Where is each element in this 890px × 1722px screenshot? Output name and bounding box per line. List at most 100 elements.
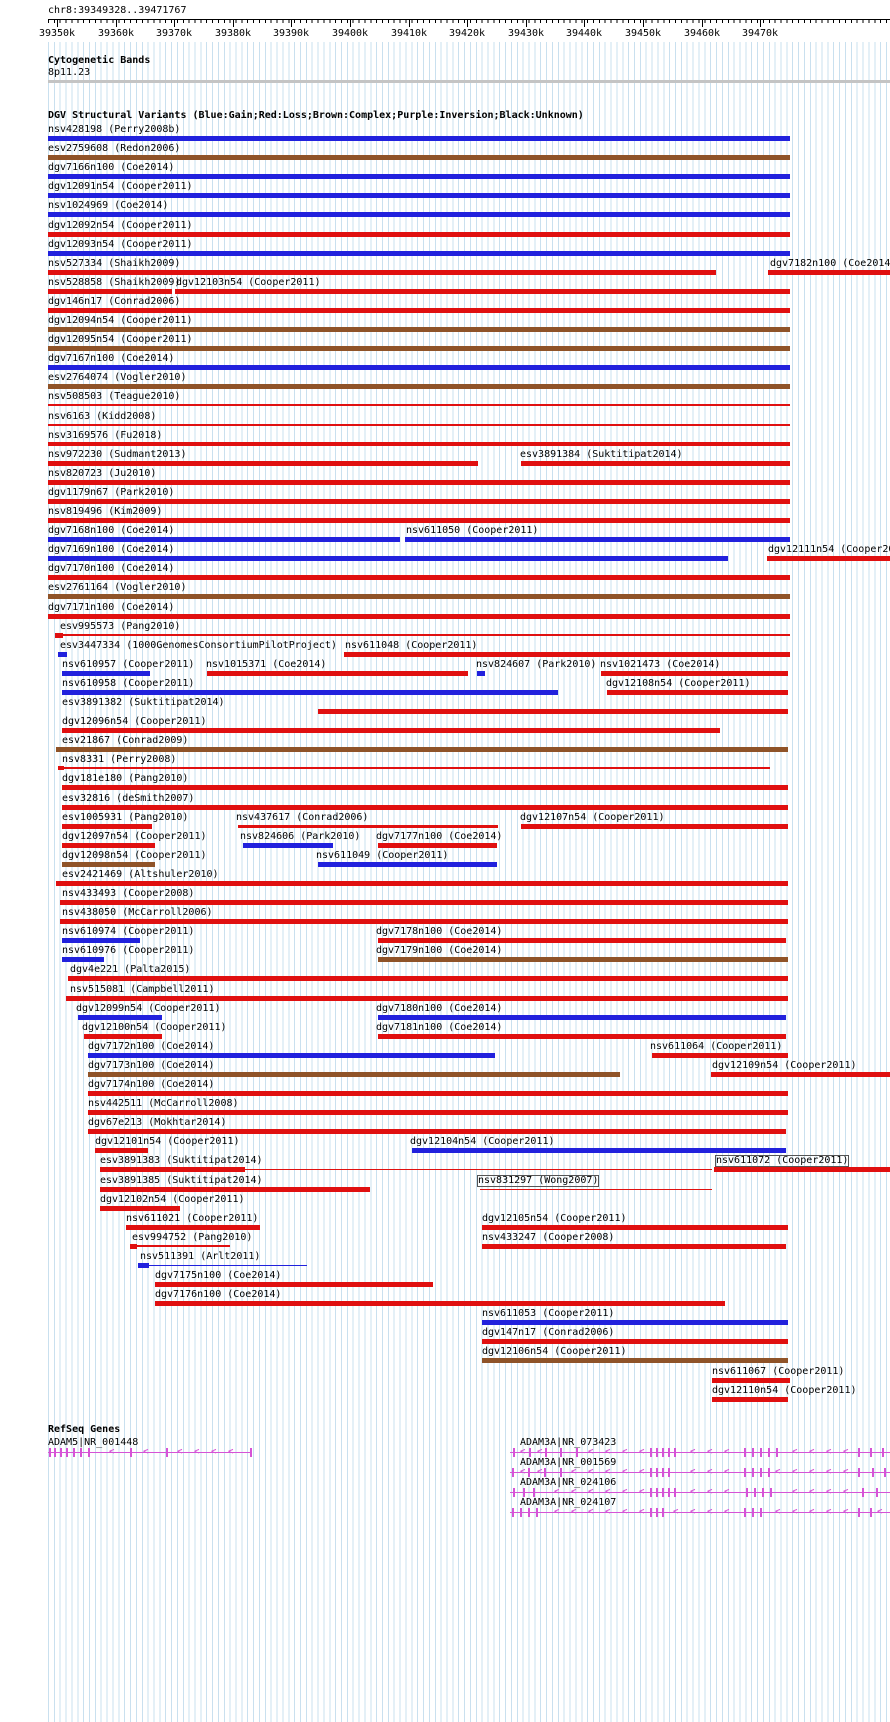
variant-bar[interactable]: [62, 785, 788, 790]
variant-bar[interactable]: [378, 1015, 786, 1020]
variant-label[interactable]: dgv12095n54 (Cooper2011): [48, 334, 193, 345]
gene-exon-tick[interactable]: [520, 1508, 522, 1517]
variant-bar[interactable]: [48, 556, 728, 561]
variant-bar[interactable]: [712, 1378, 790, 1383]
gene-exon-tick[interactable]: [760, 1448, 762, 1457]
gene-exon-tick[interactable]: [662, 1468, 664, 1477]
gene-exon-tick[interactable]: [576, 1448, 578, 1457]
variant-bar[interactable]: [344, 652, 790, 657]
variant-bar[interactable]: [56, 747, 788, 752]
variant-label[interactable]: dgv7167n100 (Coe2014): [48, 353, 175, 364]
variant-bar[interactable]: [405, 537, 790, 542]
variant-label[interactable]: dgv12104n54 (Cooper2011): [410, 1136, 555, 1147]
variant-bar[interactable]: [48, 232, 790, 237]
variant-label[interactable]: nsv611053 (Cooper2011): [482, 1308, 615, 1319]
variant-bar[interactable]: [378, 938, 786, 943]
variant-label[interactable]: esv994752 (Pang2010): [132, 1232, 253, 1243]
gene-exon-tick[interactable]: [650, 1488, 652, 1497]
variant-bar[interactable]: [48, 251, 790, 256]
variant-bar[interactable]: [48, 480, 790, 485]
variant-bar[interactable]: [48, 537, 400, 542]
variant-label[interactable]: dgv67e213 (Mokhtar2014): [88, 1117, 227, 1128]
variant-label[interactable]: dgv12098n54 (Cooper2011): [62, 850, 207, 861]
variant-bar[interactable]: [601, 671, 788, 676]
variant-label[interactable]: dgv4e221 (Palta2015): [70, 964, 191, 975]
variant-bar[interactable]: [62, 671, 150, 676]
variant-bar[interactable]: [378, 1034, 786, 1039]
gene-exon-tick[interactable]: [513, 1488, 515, 1497]
variant-bar[interactable]: [84, 1034, 162, 1039]
variant-bar[interactable]: [378, 957, 788, 962]
variant-bar[interactable]: [138, 1263, 149, 1268]
variant-label[interactable]: nsv6163 (Kidd2008): [48, 411, 157, 422]
gene-exon-tick[interactable]: [662, 1508, 664, 1517]
gene-exon-tick[interactable]: [536, 1508, 538, 1517]
gene-label[interactable]: ADAM5|NR_001448: [48, 1437, 139, 1448]
gene-exon-tick[interactable]: [752, 1448, 754, 1457]
variant-label[interactable]: esv2761164 (Vogler2010): [48, 582, 187, 593]
gene-exon-tick[interactable]: [744, 1448, 746, 1457]
variant-label[interactable]: nsv611064 (Cooper2011): [650, 1041, 783, 1052]
variant-bar[interactable]: [245, 1169, 712, 1170]
variant-label[interactable]: nsv611072 (Cooper2011): [714, 1155, 850, 1167]
gene-exon-tick[interactable]: [560, 1448, 562, 1457]
variant-bar[interactable]: [48, 384, 790, 389]
variant-bar[interactable]: [137, 1245, 230, 1247]
variant-bar[interactable]: [482, 1320, 788, 1325]
gene-exon-tick[interactable]: [545, 1448, 547, 1457]
variant-bar[interactable]: [60, 900, 788, 905]
variant-bar[interactable]: [652, 1053, 788, 1058]
gene-exon-tick[interactable]: [513, 1448, 515, 1457]
gene-exon-tick[interactable]: [166, 1448, 168, 1457]
variant-bar[interactable]: [60, 919, 788, 924]
variant-bar[interactable]: [100, 1167, 245, 1172]
variant-bar[interactable]: [62, 862, 155, 867]
variant-bar[interactable]: [48, 461, 478, 466]
gene-exon-tick[interactable]: [60, 1448, 62, 1457]
variant-label[interactable]: dgv7180n100 (Coe2014): [376, 1003, 503, 1014]
variant-bar[interactable]: [88, 1129, 786, 1134]
gene-exon-tick[interactable]: [512, 1468, 514, 1477]
variant-bar[interactable]: [78, 1015, 162, 1020]
variant-label[interactable]: dgv1179n67 (Park2010): [48, 487, 175, 498]
gene-exon-tick[interactable]: [872, 1468, 874, 1477]
variant-bar[interactable]: [126, 1225, 260, 1230]
variant-bar[interactable]: [95, 1148, 148, 1153]
variant-label[interactable]: nsv508503 (Teague2010): [48, 391, 181, 402]
gene-exon-tick[interactable]: [656, 1488, 658, 1497]
variant-label[interactable]: esv3891382 (Suktitipat2014): [62, 697, 225, 708]
variant-label[interactable]: nsv611021 (Cooper2011): [126, 1213, 259, 1224]
variant-label[interactable]: dgv146n17 (Conrad2006): [48, 296, 181, 307]
variant-bar[interactable]: [48, 289, 172, 294]
variant-bar[interactable]: [155, 1301, 725, 1306]
variant-bar[interactable]: [66, 996, 788, 1001]
gene-intron-line[interactable]: [510, 1472, 890, 1473]
variant-bar[interactable]: [714, 1167, 890, 1172]
variant-bar[interactable]: [58, 766, 64, 770]
variant-label[interactable]: dgv7173n100 (Coe2014): [88, 1060, 215, 1071]
variant-bar[interactable]: [482, 1358, 788, 1363]
gene-exon-tick[interactable]: [674, 1488, 676, 1497]
variant-bar[interactable]: [48, 270, 716, 275]
variant-bar[interactable]: [56, 881, 788, 886]
gene-exon-tick[interactable]: [776, 1448, 778, 1457]
variant-bar[interactable]: [48, 327, 790, 332]
gene-exon-tick[interactable]: [88, 1448, 90, 1457]
variant-label[interactable]: nsv972230 (Sudmant2013): [48, 449, 187, 460]
variant-label[interactable]: nsv610957 (Cooper2011): [62, 659, 195, 670]
variant-bar[interactable]: [48, 499, 790, 504]
variant-bar[interactable]: [175, 289, 790, 294]
gene-intron-line[interactable]: [510, 1452, 890, 1453]
variant-label[interactable]: nsv820723 (Ju2010): [48, 468, 157, 479]
variant-label[interactable]: dgv7178n100 (Coe2014): [376, 926, 503, 937]
variant-label[interactable]: dgv147n17 (Conrad2006): [482, 1327, 615, 1338]
gene-intron-line[interactable]: [48, 1452, 252, 1453]
variant-label[interactable]: dgv12106n54 (Cooper2011): [482, 1346, 627, 1357]
variant-bar[interactable]: [55, 633, 63, 638]
variant-label[interactable]: nsv610958 (Cooper2011): [62, 678, 195, 689]
variant-label[interactable]: nsv611049 (Cooper2011): [316, 850, 449, 861]
variant-bar[interactable]: [207, 671, 468, 676]
variant-bar[interactable]: [62, 805, 788, 810]
variant-bar[interactable]: [243, 843, 333, 848]
variant-bar[interactable]: [521, 824, 788, 829]
